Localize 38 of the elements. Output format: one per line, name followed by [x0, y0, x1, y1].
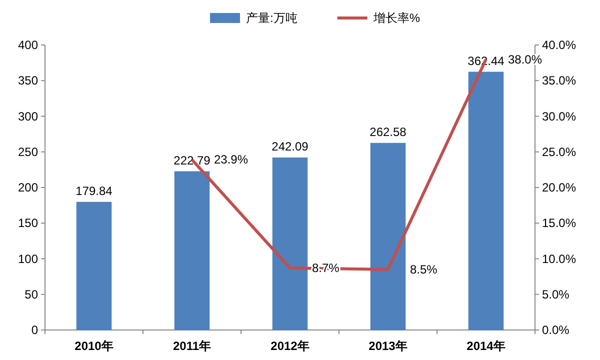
legend-label: 增长率%: [372, 11, 420, 25]
y2-tick-label: 5.0%: [542, 287, 570, 302]
bar: [468, 72, 504, 330]
data-label: 8.7%: [312, 261, 340, 276]
y-tick-label: 400: [18, 38, 38, 52]
y2-tick-label: 35.0%: [542, 74, 576, 88]
y-tick-label: 0: [31, 323, 38, 337]
y-tick-label: 250: [18, 144, 38, 159]
data-label: 242.09: [272, 140, 309, 154]
y2-tick-label: 10.0%: [542, 252, 576, 266]
y-tick-label: 300: [18, 109, 38, 124]
x-tick-label: 2010年: [74, 339, 114, 353]
bar: [370, 142, 406, 330]
y-tick-label: 150: [18, 216, 38, 230]
data-label: 38.0%: [508, 52, 542, 66]
y2-tick-label: 15.0%: [542, 216, 576, 230]
y2-tick-label: 30.0%: [542, 109, 576, 124]
y2-tick-label: 20.0%: [542, 180, 576, 194]
data-label: 262.58: [370, 124, 407, 139]
x-tick-label: 2012年: [270, 339, 310, 353]
y2-tick-label: 25.0%: [542, 144, 576, 159]
data-label: 222.79: [174, 153, 211, 168]
y-tick-label: 100: [18, 252, 38, 266]
x-tick-label: 2011年: [172, 339, 212, 353]
y-tick-label: 200: [18, 180, 38, 194]
y-tick-label: 50: [24, 287, 38, 302]
bar: [76, 202, 112, 330]
data-label: 8.5%: [410, 262, 438, 276]
y2-tick-label: 40.0%: [542, 38, 576, 52]
data-label: 179.84: [76, 184, 113, 198]
bar: [272, 158, 308, 330]
y2-tick-label: 0.0%: [542, 323, 570, 337]
data-label: 23.9%: [214, 152, 248, 167]
x-tick-label: 2013年: [368, 339, 408, 353]
bar: [174, 171, 210, 330]
y-tick-label: 350: [18, 74, 38, 88]
legend-label: 产量:万吨: [246, 11, 298, 25]
x-tick-label: 2014年: [466, 339, 506, 353]
